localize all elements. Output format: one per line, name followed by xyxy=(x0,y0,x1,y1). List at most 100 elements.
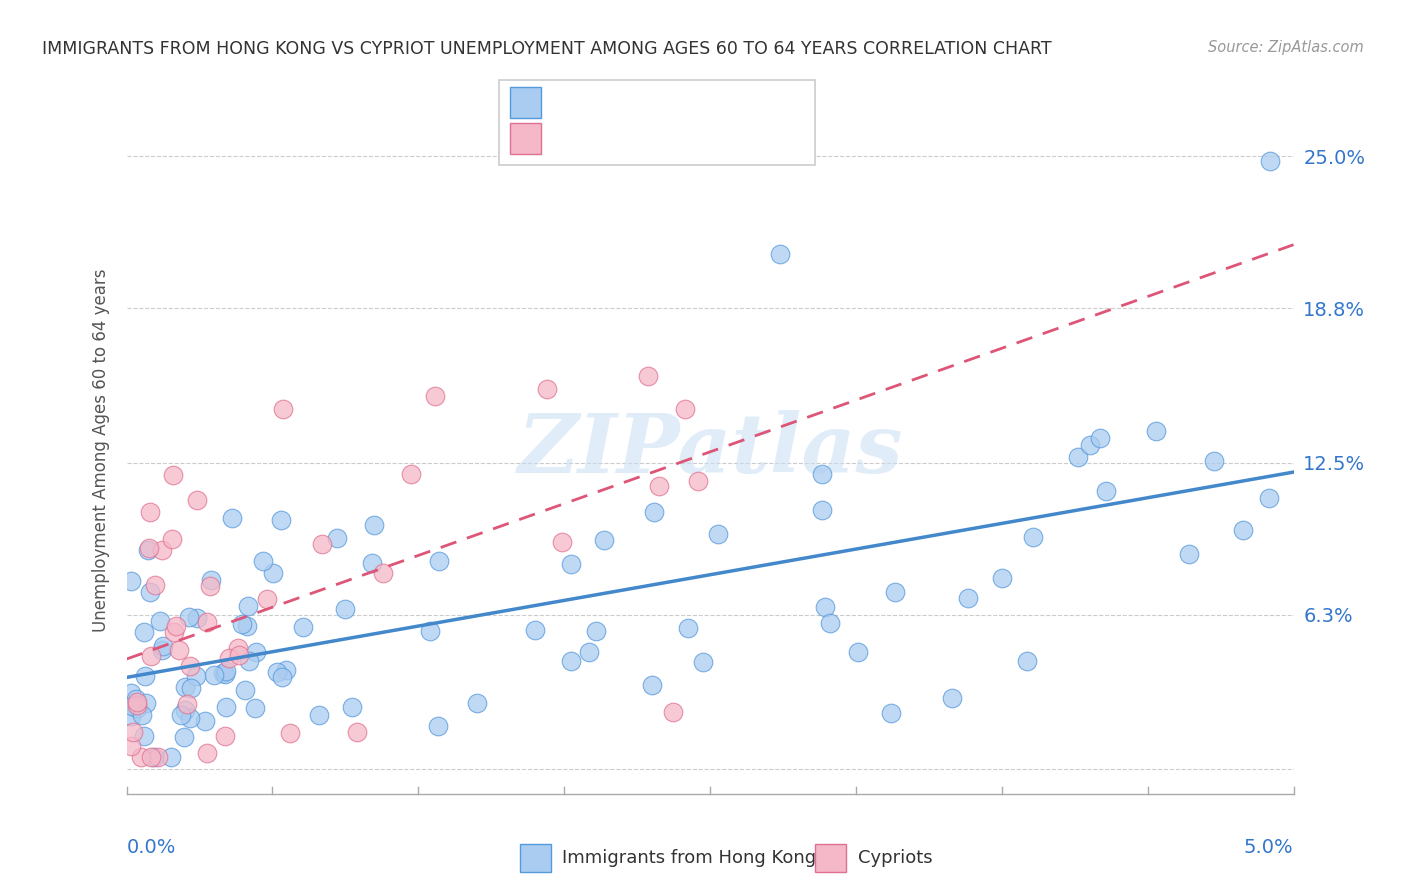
Point xyxy=(132,624,155,639)
Point xyxy=(235,618,257,632)
Point xyxy=(524,623,547,637)
Point xyxy=(159,750,181,764)
Point xyxy=(419,624,441,639)
Point xyxy=(585,624,607,639)
Text: Immigrants from Hong Kong: Immigrants from Hong Kong xyxy=(562,849,817,867)
Point xyxy=(879,706,901,720)
Point xyxy=(215,700,238,714)
Point xyxy=(143,578,166,592)
Point xyxy=(228,648,250,663)
Y-axis label: Unemployment Among Ages 60 to 64 years: Unemployment Among Ages 60 to 64 years xyxy=(91,268,110,632)
Point xyxy=(1015,654,1038,668)
Point xyxy=(673,402,696,417)
Point xyxy=(346,725,368,739)
Point xyxy=(662,705,685,719)
Point xyxy=(692,655,714,669)
Point xyxy=(676,621,699,635)
Point xyxy=(270,670,292,684)
Point xyxy=(363,517,385,532)
Point xyxy=(271,401,294,416)
Point xyxy=(214,667,236,681)
Point xyxy=(194,714,217,728)
Point xyxy=(1232,523,1254,537)
Point xyxy=(186,669,208,683)
Point xyxy=(179,711,201,725)
Point xyxy=(202,668,225,682)
Point xyxy=(991,571,1014,585)
Point xyxy=(180,681,202,696)
Point xyxy=(245,645,267,659)
Point xyxy=(160,533,183,547)
Point xyxy=(643,505,665,519)
Point xyxy=(162,467,184,482)
Point xyxy=(884,584,907,599)
Text: Source: ZipAtlas.com: Source: ZipAtlas.com xyxy=(1208,40,1364,55)
Point xyxy=(221,511,243,525)
Point xyxy=(139,649,162,664)
Text: N = 42: N = 42 xyxy=(689,128,758,148)
Point xyxy=(274,663,297,677)
Point xyxy=(163,625,186,640)
Point xyxy=(125,698,148,713)
Point xyxy=(1066,450,1088,465)
Point xyxy=(200,574,222,588)
Point xyxy=(139,505,162,519)
Point xyxy=(152,640,174,654)
Point xyxy=(270,513,292,527)
Text: Cypriots: Cypriots xyxy=(858,849,932,867)
Point xyxy=(134,668,156,682)
Point xyxy=(150,542,173,557)
Point xyxy=(550,534,572,549)
Point xyxy=(1144,424,1167,438)
Point xyxy=(593,533,616,547)
Point xyxy=(120,709,142,723)
Text: IMMIGRANTS FROM HONG KONG VS CYPRIOT UNEMPLOYMENT AMONG AGES 60 TO 64 YEARS CORR: IMMIGRANTS FROM HONG KONG VS CYPRIOT UNE… xyxy=(42,40,1052,58)
Point xyxy=(125,701,148,715)
Point xyxy=(560,557,582,571)
Point xyxy=(425,389,447,403)
Point xyxy=(1022,530,1045,544)
Point xyxy=(231,617,253,632)
Point xyxy=(371,566,394,581)
Point xyxy=(218,650,240,665)
Point xyxy=(233,683,256,698)
Point xyxy=(195,746,218,760)
Point xyxy=(560,654,582,668)
Point xyxy=(811,503,834,517)
Point xyxy=(136,543,159,558)
Point xyxy=(214,664,236,678)
Point xyxy=(252,554,274,568)
Point xyxy=(121,698,143,713)
Point xyxy=(811,467,834,481)
Point xyxy=(195,615,218,630)
Point xyxy=(707,527,730,541)
Point xyxy=(326,531,349,545)
Text: R = 0.360: R = 0.360 xyxy=(553,93,651,112)
Text: R = 0.445: R = 0.445 xyxy=(553,128,651,148)
Point xyxy=(846,645,869,659)
Point xyxy=(238,654,260,668)
Point xyxy=(641,678,664,692)
Point xyxy=(262,566,284,581)
Point xyxy=(308,708,330,723)
Point xyxy=(132,730,155,744)
Point xyxy=(637,369,659,384)
Point xyxy=(1257,491,1279,505)
Point xyxy=(138,541,160,556)
Point xyxy=(769,247,792,261)
Point xyxy=(820,615,842,630)
Point xyxy=(149,615,172,629)
Point xyxy=(143,750,166,764)
Text: 0.0%: 0.0% xyxy=(127,838,176,857)
Point xyxy=(138,585,160,599)
Point xyxy=(228,641,250,656)
Point xyxy=(647,479,669,493)
Point xyxy=(169,642,191,657)
Point xyxy=(214,729,236,743)
Point xyxy=(311,537,333,551)
Point xyxy=(122,725,145,739)
Point xyxy=(238,599,260,614)
Point xyxy=(1258,153,1281,168)
Point xyxy=(578,645,600,659)
Point xyxy=(956,591,979,605)
